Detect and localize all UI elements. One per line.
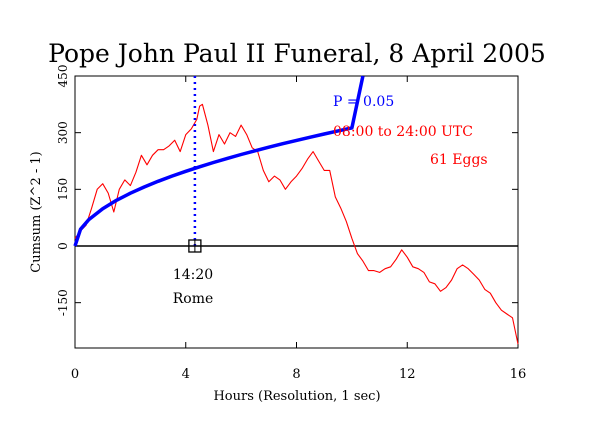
chart-title: Pope John Paul II Funeral, 8 April 2005 xyxy=(48,39,546,68)
x-tick-label: 8 xyxy=(292,367,300,382)
y-tick-label: -150 xyxy=(56,289,70,316)
y-tick-label: 300 xyxy=(56,121,70,144)
x-tick-label: 4 xyxy=(182,367,190,382)
envelope-line-p05 xyxy=(73,75,365,247)
event-place-label: Rome xyxy=(173,291,214,307)
annotation-p-value: P = 0.05 xyxy=(333,94,394,110)
x-axis-label: Hours (Resolution, 1 sec) xyxy=(213,389,380,404)
plot-area: 0 4 8 12 16 -150 0 150 300 450 xyxy=(56,65,526,382)
event-marker-group xyxy=(188,76,202,253)
x-tick-label: 0 xyxy=(71,367,79,382)
x-tick-label: 16 xyxy=(510,367,527,382)
x-tick-label: 12 xyxy=(399,367,416,382)
y-tick-label: 150 xyxy=(56,178,70,201)
x-axis-ticks: 0 4 8 12 16 xyxy=(71,76,526,382)
event-time-label: 14:20 xyxy=(173,267,213,283)
annotation-time-range: 08:00 to 24:00 UTC xyxy=(333,124,473,140)
cumsum-deviation-line xyxy=(74,103,519,345)
annotation-egg-count: 61 Eggs xyxy=(430,152,488,168)
y-tick-label: 0 xyxy=(56,242,70,250)
y-axis-label: Cumsum (Z^2 - 1) xyxy=(29,151,44,272)
series-group xyxy=(73,75,519,345)
y-tick-label: 450 xyxy=(56,65,70,88)
